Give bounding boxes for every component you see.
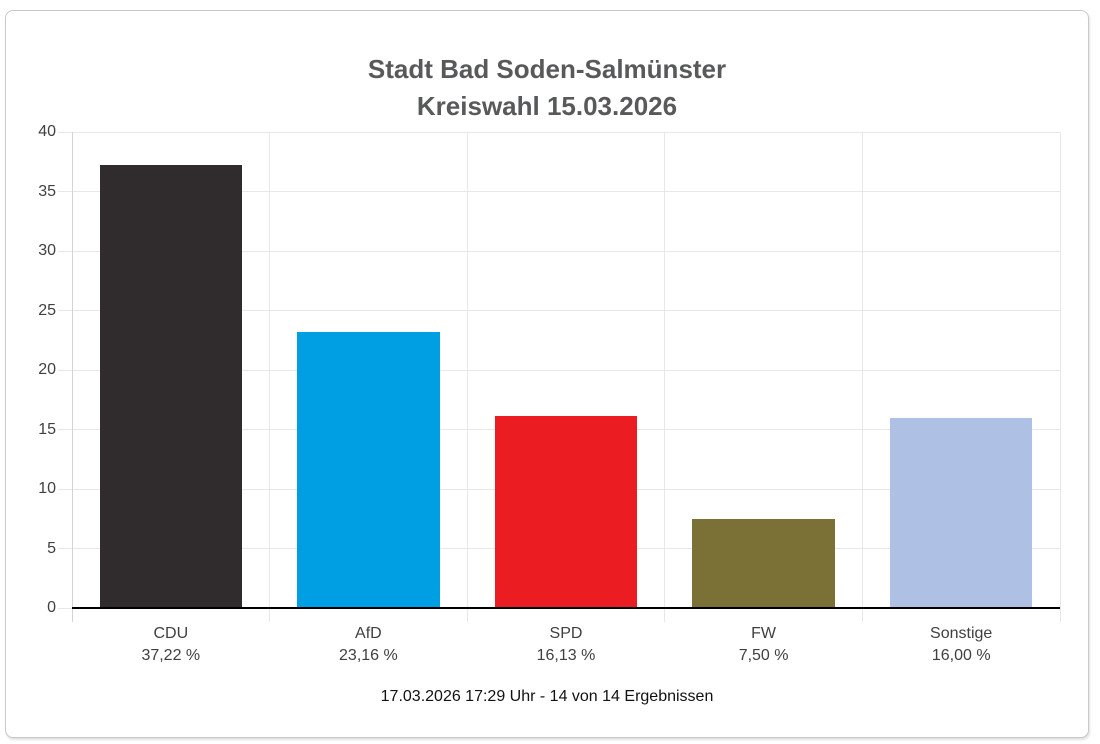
gridline-v <box>664 132 666 622</box>
category-name: FW <box>751 625 777 642</box>
bar-spd <box>494 416 638 608</box>
y-tick-label: 30 <box>38 242 56 259</box>
gridline-h <box>58 310 1060 311</box>
bar-fw <box>692 518 835 608</box>
category-value: 16,00 % <box>931 647 991 664</box>
y-tick-label: 40 <box>38 123 56 140</box>
chart-card: Stadt Bad Soden-Salmünster Kreiswahl 15.… <box>5 10 1089 738</box>
y-tick-label: 10 <box>38 480 56 497</box>
category-label-fw: FW 7,50 % <box>665 623 863 667</box>
chart-title: Stadt Bad Soden-Salmünster Kreiswahl 15.… <box>6 51 1088 125</box>
category-label-cdu: CDU 37,22 % <box>72 623 270 667</box>
category-value: 37,22 % <box>141 647 201 664</box>
y-tick-label: 25 <box>38 301 56 319</box>
category-value: 16,13 % <box>536 647 596 664</box>
y-axis-line <box>72 132 73 622</box>
y-tick-label: 20 <box>38 361 56 378</box>
chart-title-line1: Stadt Bad Soden-Salmünster <box>367 54 727 84</box>
category-label-afd: AfD 23,16 % <box>270 623 468 667</box>
category-label-sonstige: Sonstige 16,00 % <box>862 623 1060 667</box>
category-value: 23,16 % <box>339 647 398 664</box>
y-tick-label: 0 <box>47 599 56 616</box>
category-name: SPD <box>549 625 583 642</box>
gridline-h <box>58 131 1060 133</box>
gridline-v <box>466 132 468 622</box>
bar-cdu <box>99 165 242 608</box>
y-tick-label: 15 <box>38 420 56 438</box>
status-line: 17.03.2026 17:29 Uhr - 14 von 14 Ergebni… <box>380 688 714 705</box>
y-axis-labels: 0 5 10 15 20 25 30 35 40 <box>6 123 56 616</box>
gridline-h <box>58 191 1060 192</box>
bar-sonstige <box>890 417 1033 608</box>
gridline-h <box>58 369 1060 371</box>
gridline-v <box>861 132 863 622</box>
category-name: Sonstige <box>930 625 993 642</box>
y-tick-label: 5 <box>47 539 56 557</box>
category-value: 7,50 % <box>738 647 789 664</box>
category-name: AfD <box>355 625 382 642</box>
y-tick-label: 35 <box>38 182 56 200</box>
gridline-v <box>1059 132 1061 622</box>
gridline-h <box>58 250 1060 252</box>
x-axis-labels: CDU 37,22 % AfD 23,16 % SPD 16,13 % FW 7,50 % So… <box>72 623 1060 671</box>
x-axis-line <box>72 607 1060 609</box>
chart-title-line2: Kreiswahl 15.03.2026 <box>416 91 678 121</box>
bar-afd <box>297 332 440 608</box>
plot-area <box>58 131 1061 622</box>
category-label-spd: SPD 16,13 % <box>467 623 665 667</box>
category-name: CDU <box>153 625 189 642</box>
gridline-v <box>269 132 271 622</box>
